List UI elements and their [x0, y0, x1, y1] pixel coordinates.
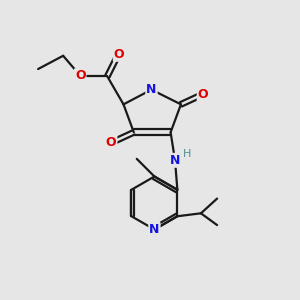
Text: O: O: [114, 48, 124, 61]
Text: N: N: [170, 154, 180, 167]
Text: N: N: [146, 83, 157, 96]
Text: H: H: [183, 149, 192, 159]
Text: N: N: [149, 223, 160, 236]
Text: O: O: [106, 136, 116, 149]
Text: O: O: [75, 69, 86, 82]
Text: O: O: [198, 88, 208, 100]
